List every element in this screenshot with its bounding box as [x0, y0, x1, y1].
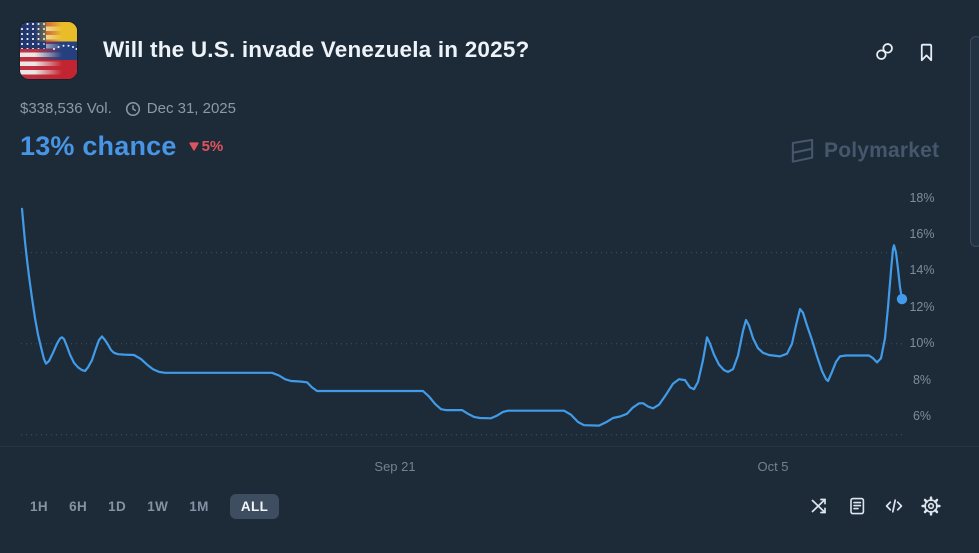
- timeframe-button-1m[interactable]: 1M: [189, 498, 209, 514]
- timeframe-button-1h[interactable]: 1H: [30, 498, 49, 514]
- y-axis-label: 12%: [909, 299, 935, 314]
- news-article-icon[interactable]: [847, 496, 867, 516]
- timeframe-button-1d[interactable]: 1D: [108, 498, 127, 514]
- chart-gridlines: [21, 252, 906, 436]
- end-date-label: Dec 31, 2025: [146, 100, 236, 117]
- clock-icon: [125, 101, 141, 117]
- y-axis-label: 10%: [909, 336, 935, 351]
- settings-gear-icon[interactable]: [921, 496, 941, 516]
- bookmark-icon[interactable]: [916, 41, 937, 62]
- y-axis-label: 6%: [912, 409, 932, 423]
- y-axis-label: 14%: [909, 263, 935, 278]
- y-axis-label: 16%: [909, 226, 935, 241]
- chart-bottom-divider: [0, 446, 979, 447]
- timeframe-button-6h[interactable]: 6H: [69, 498, 88, 514]
- polymarket-wordmark: Polymarket: [824, 138, 940, 162]
- chance-value: 13% chance: [20, 131, 177, 161]
- shuffle-icon[interactable]: [810, 496, 830, 516]
- us-venezuela-flag-icon: [20, 22, 77, 79]
- embed-code-icon[interactable]: [884, 496, 904, 516]
- market-title: Will the U.S. invade Venezuela in 2025?: [103, 37, 530, 62]
- timeframe-button-all[interactable]: ALL: [229, 493, 280, 519]
- y-axis-label: 8%: [912, 372, 932, 387]
- x-axis-label: Oct 5: [757, 459, 789, 474]
- price-line: [20, 207, 904, 427]
- down-arrow-icon: [188, 142, 199, 151]
- x-axis-label: Sep 21: [374, 459, 416, 474]
- price-end-dot: [896, 293, 908, 305]
- y-axis-label: 18%: [909, 190, 935, 205]
- timeframe-selector: 1H 6H 1D 1W 1M ALL: [30, 492, 280, 520]
- polymarket-logo-icon: [789, 137, 816, 164]
- chance-change: 5%: [188, 138, 223, 155]
- polymarket-watermark: Polymarket: [789, 137, 939, 164]
- scrollbar-thumb[interactable]: [970, 36, 979, 247]
- volume-label: $338,536 Vol.: [20, 100, 112, 117]
- link-icon[interactable]: [874, 41, 895, 62]
- timeframe-button-1w[interactable]: 1W: [147, 498, 169, 514]
